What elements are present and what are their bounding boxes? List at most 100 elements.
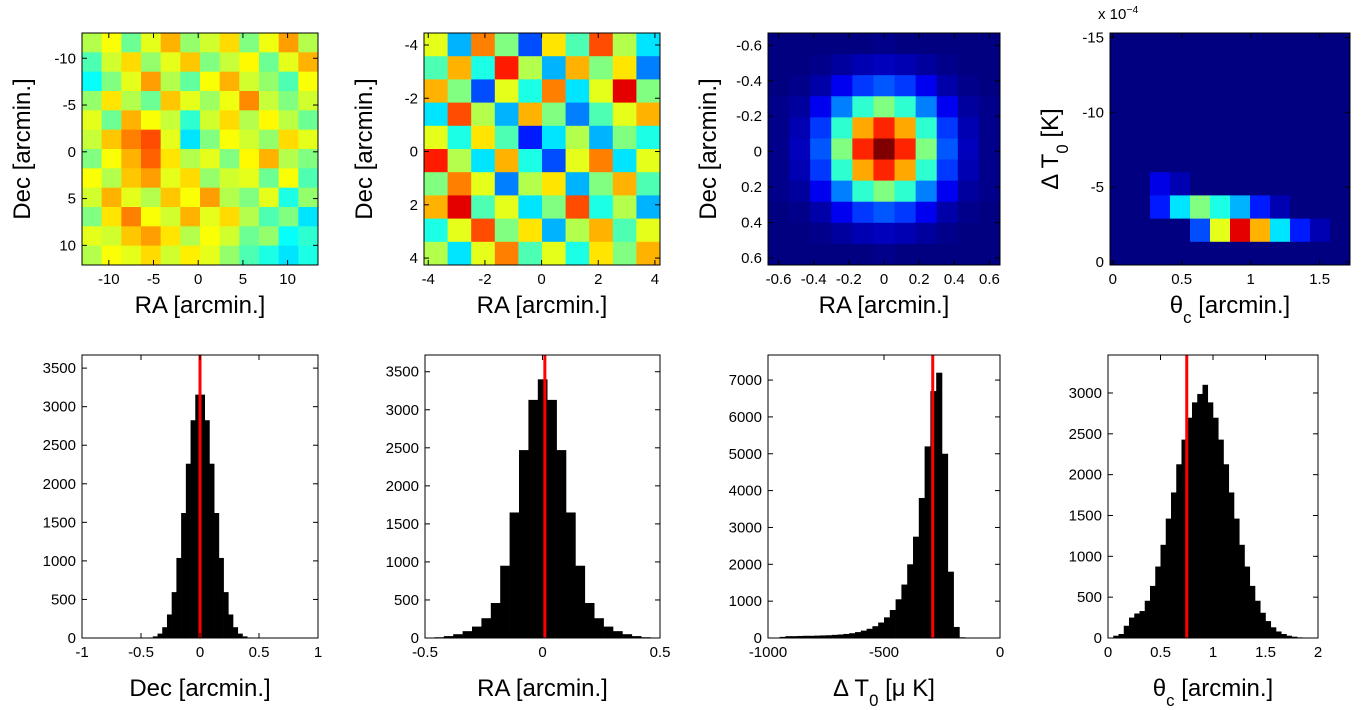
heatmap-cell: [978, 75, 1001, 97]
x-tick-label: 2: [1314, 644, 1322, 661]
heatmap-cell: [768, 222, 790, 245]
heatmap-cell: [852, 33, 874, 55]
histogram-bar: [200, 394, 206, 638]
heatmap-cell: [978, 159, 1001, 182]
histogram-bar: [443, 636, 454, 638]
heatmap-cell: [518, 172, 543, 196]
x-tick-label: -5: [147, 271, 160, 288]
heatmap-cell: [612, 172, 637, 196]
heatmap-cell: [298, 33, 319, 53]
x-tick-label: 0.6: [979, 271, 1000, 288]
heatmap-cell: [915, 138, 938, 161]
heatmap-cell: [160, 110, 181, 131]
histogram-bar: [228, 614, 234, 638]
histogram-bar: [785, 636, 792, 638]
heatmap-cell: [1310, 241, 1331, 266]
heatmap-cell: [121, 110, 142, 131]
histogram-bar: [1144, 600, 1151, 638]
heatmap-cell: [1190, 218, 1211, 243]
heatmap-cell: [915, 180, 938, 203]
heatmap-cell: [1230, 56, 1251, 80]
heatmap-cell: [831, 201, 853, 224]
heatmap-cell: [1150, 149, 1171, 173]
heatmap-cell: [278, 52, 299, 73]
heatmap-cell: [259, 207, 280, 227]
x-tick-label: 0: [1104, 644, 1112, 661]
heatmap-cell: [1190, 102, 1211, 127]
heatmap-cell: [471, 79, 496, 104]
heatmap-cell: [636, 172, 661, 196]
x-tick-label: -10: [98, 271, 120, 288]
heatmap-cell: [141, 129, 162, 150]
y-tick-label: 500: [1077, 589, 1102, 606]
heatmap-cell: [1170, 33, 1191, 57]
heatmap-cell: [180, 52, 201, 73]
y-tick-label: 2500: [43, 437, 76, 454]
x-tick-label: 0: [996, 644, 1004, 661]
y-tick-label: 4000: [729, 483, 762, 500]
histogram-bar: [1207, 402, 1214, 638]
heatmap-cell: [298, 187, 319, 208]
heatmap-cell: [852, 54, 874, 76]
histogram-bar: [594, 618, 604, 638]
label-part: θ: [1153, 675, 1166, 702]
heatmap-cell: [831, 33, 853, 55]
heatmap-cell: [852, 117, 874, 139]
histogram-bar: [547, 399, 557, 638]
heatmap-cell: [831, 54, 853, 76]
heatmap-cell: [1230, 218, 1251, 243]
heatmap-cell: [239, 245, 260, 266]
heatmap-cell: [936, 96, 959, 118]
y-tick-label: 1000: [729, 593, 762, 610]
heatmap-cell: [101, 110, 122, 131]
heatmap-cell: [239, 110, 260, 131]
y-tick-label: 0: [754, 630, 762, 647]
label-part: x 10: [1098, 6, 1126, 23]
heatmap-cell: [471, 56, 496, 80]
histogram-bar: [1291, 636, 1298, 638]
histogram-bar: [1286, 635, 1293, 638]
heatmap-cell: [219, 129, 240, 150]
heatmap-cell: [542, 149, 567, 173]
x-tick-label: -0.4: [801, 271, 827, 288]
heatmap-cell: [1310, 33, 1331, 57]
heatmap-cell: [471, 102, 496, 127]
heatmap-cell: [239, 187, 260, 208]
histogram-bar: [556, 450, 567, 638]
heatmap-cell: [589, 125, 614, 150]
heatmap-cell: [1290, 125, 1311, 150]
heatmap-cell: [1170, 102, 1191, 127]
heatmap-cell: [1290, 172, 1311, 196]
heatmap-cell: [1330, 149, 1351, 173]
histogram-bar: [462, 631, 473, 638]
heatmap-cell: [768, 180, 790, 203]
y-tick-label: -0.6: [736, 37, 762, 54]
heatmap-cell: [471, 33, 496, 57]
heatmap-cell: [518, 33, 543, 57]
histogram-bar: [1160, 544, 1167, 638]
heatmap-cell: [789, 54, 811, 76]
heatmap-cell: [219, 91, 240, 111]
y-tick-label: -10: [54, 50, 76, 67]
heatmap-cell: [121, 71, 142, 92]
histogram-bar: [779, 636, 786, 638]
heatmap-cell: [298, 207, 319, 227]
heatmap-cell: [239, 168, 260, 189]
heatmap-cell: [518, 149, 543, 173]
histogram-bar: [918, 497, 925, 638]
heatmap-cell: [589, 195, 614, 220]
y-tick-label: -2: [405, 90, 418, 107]
label-part: c: [1183, 308, 1191, 327]
heatmap-cell: [101, 207, 122, 227]
x-tick-label: 0.4: [944, 271, 965, 288]
heatmap-cell: [768, 117, 790, 139]
heatmap-cell: [180, 245, 201, 266]
heatmap-cell: [1290, 218, 1311, 243]
heatmap-cell: [278, 187, 299, 208]
heatmap-cell: [852, 180, 874, 203]
histogram-bar: [866, 628, 873, 638]
heatmap-cell: [447, 241, 472, 266]
y-tick-label: 2000: [1069, 467, 1102, 484]
heatmap-cell: [1250, 79, 1271, 104]
